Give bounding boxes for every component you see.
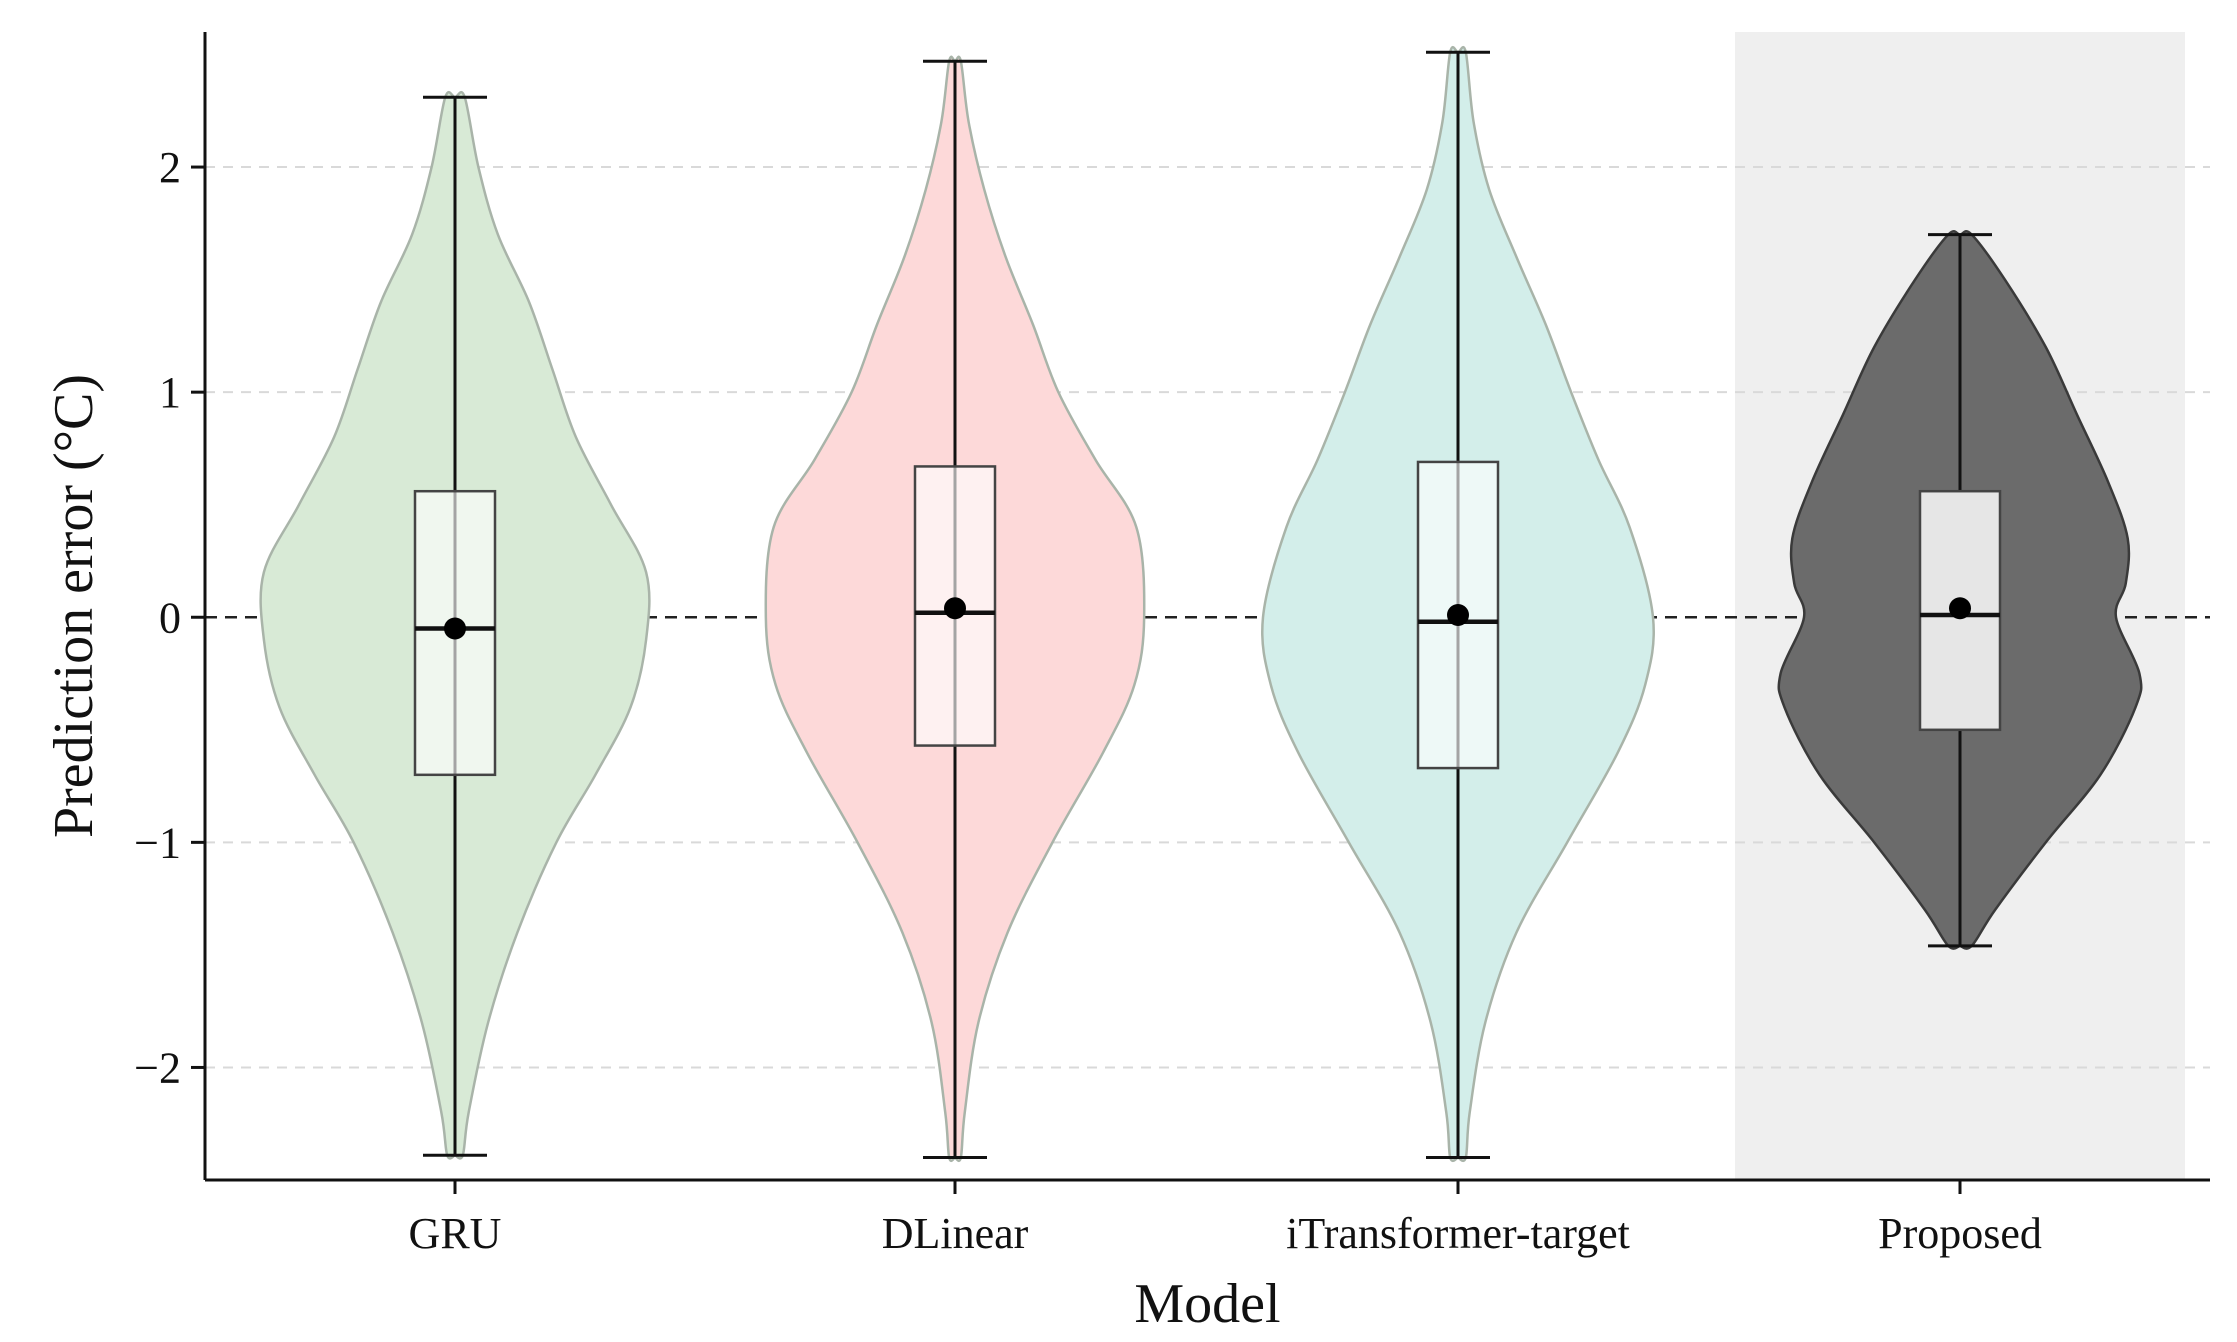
x-tick-label: iTransformer-target xyxy=(1286,1209,1630,1258)
mean-marker xyxy=(944,597,966,620)
y-ticks: −2 −1 0 1 2 xyxy=(134,143,205,1092)
violin-group-proposed xyxy=(1777,230,2143,950)
violin-group-dlinear xyxy=(764,55,1146,1163)
mean-marker xyxy=(1447,604,1469,627)
violin-layer xyxy=(259,45,2143,1163)
x-tick-label: Proposed xyxy=(1878,1209,2042,1258)
x-tick-label: GRU xyxy=(409,1209,502,1258)
violin-group-gru xyxy=(259,90,651,1160)
x-axis-title: Model xyxy=(1134,1273,1280,1335)
y-tick-label: 0 xyxy=(159,593,181,642)
y-tick-label: 1 xyxy=(159,368,181,417)
x-tick-label: DLinear xyxy=(882,1209,1029,1258)
y-tick-label: 2 xyxy=(159,143,181,192)
x-ticks: GRU DLinear iTransformer-target Proposed xyxy=(409,1180,2042,1258)
y-tick-label: −2 xyxy=(134,1043,181,1092)
axes-layer xyxy=(203,32,2210,1182)
mean-marker xyxy=(1949,597,1971,620)
mean-marker xyxy=(444,617,466,640)
y-axis-title: Prediction error (°C) xyxy=(43,374,105,838)
y-tick-label: −1 xyxy=(134,818,181,867)
violin-group-itransformer-target xyxy=(1261,45,1655,1163)
